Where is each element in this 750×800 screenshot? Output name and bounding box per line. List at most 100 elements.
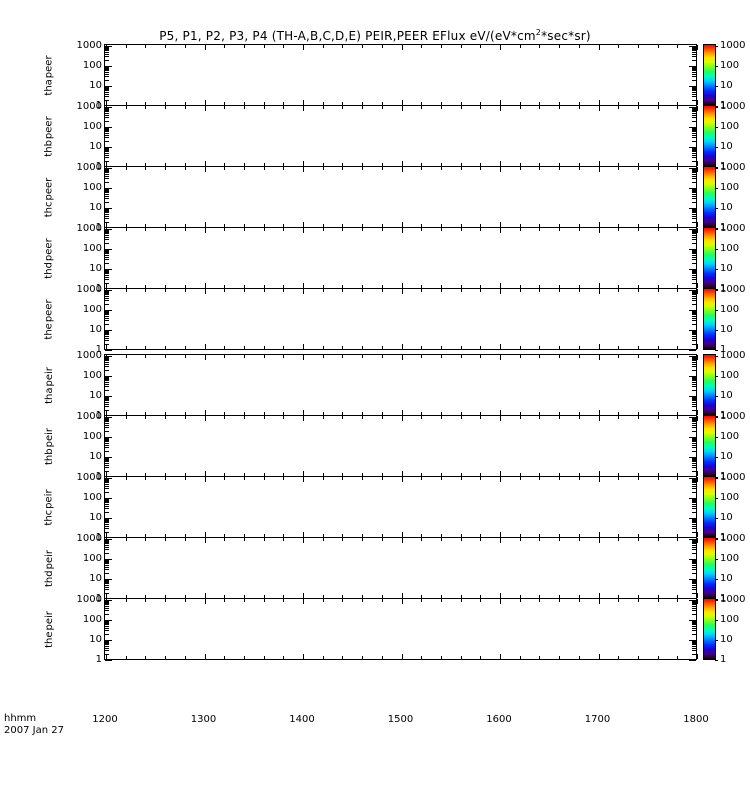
y-tick-minor-right [692, 160, 696, 162]
x-tick-minor [420, 656, 422, 659]
x-tick-minor [263, 106, 265, 109]
x-tick-minor [125, 346, 127, 349]
x-tick-major [204, 289, 206, 294]
y-tick-label: 10 [89, 572, 102, 584]
x-tick-minor [558, 656, 560, 659]
x-tick-minor [223, 538, 225, 541]
x-tick-minor [282, 289, 284, 292]
y-tick-minor [105, 629, 109, 631]
y-tick-minor [105, 401, 109, 403]
x-tick-major [696, 654, 698, 659]
y-tick-minor-right [692, 424, 696, 426]
colorbar-tick [715, 578, 718, 580]
x-tick-minor [637, 534, 639, 537]
y-tick-label: 100 [82, 369, 102, 381]
x-tick-major [499, 538, 501, 543]
x-tick-major [598, 538, 600, 543]
y-tick-major-right [689, 395, 696, 397]
x-tick-minor [538, 163, 540, 166]
y-tick-minor-right [692, 487, 696, 489]
y-tick-major-right [689, 558, 696, 560]
y-tick-minor [105, 319, 109, 321]
x-tick-minor [440, 473, 442, 476]
y-tick-minor [105, 154, 109, 156]
y-tick-label: 1 [95, 99, 102, 111]
x-tick-minor [144, 656, 146, 659]
y-tick-minor [105, 73, 109, 75]
x-tick-minor [637, 224, 639, 227]
y-tick-minor [105, 47, 109, 49]
y-tick-minor-right [692, 566, 696, 568]
x-tick-minor [440, 167, 442, 170]
x-tick-minor [420, 477, 422, 480]
y-tick-minor [105, 633, 109, 635]
x-tick-minor [381, 224, 383, 227]
x-tick-minor [440, 538, 442, 541]
x-tick-minor [479, 102, 481, 105]
y-tick-minor-right [692, 419, 696, 421]
x-tick-minor [223, 285, 225, 288]
y-tick-minor-right [692, 310, 696, 312]
y-tick-minor [105, 79, 109, 81]
colorbar-tick-label: 10 [720, 323, 733, 335]
y-tick-minor-right [692, 339, 696, 341]
x-tick-minor [538, 289, 540, 292]
x-tick-minor [519, 534, 521, 537]
y-tick-major-right [689, 659, 696, 661]
y-tick-minor [105, 564, 109, 566]
x-tick-major [401, 416, 403, 421]
x-tick-major [302, 161, 304, 166]
x-tick-minor [519, 228, 521, 231]
panel-label-line2: peir [43, 427, 55, 447]
x-tick-minor [578, 416, 580, 419]
y-tick-minor-right [692, 359, 696, 361]
y-tick-minor [105, 439, 109, 441]
panel-label-line2: peer [43, 115, 55, 139]
x-tick-minor [144, 106, 146, 109]
y-tick-minor-right [692, 274, 696, 276]
x-tick-minor [125, 224, 127, 227]
colorbar-tick-label: 1000 [720, 161, 746, 173]
x-tick-minor [676, 477, 678, 480]
y-tick-minor [105, 229, 109, 231]
x-tick-major [105, 222, 107, 227]
x-tick-minor [617, 224, 619, 227]
x-tick-minor [637, 595, 639, 598]
colorbar-tick [715, 146, 718, 148]
y-tick-minor [105, 424, 109, 426]
x-tick-major [499, 477, 501, 482]
x-tick-minor [164, 102, 166, 105]
x-axis-caption-line1: hhmm [4, 713, 37, 724]
y-tick-minor [105, 270, 109, 272]
x-tick-minor [223, 473, 225, 476]
colorbar-tick [715, 517, 718, 519]
y-tick-minor-right [692, 562, 696, 564]
x-tick-minor [361, 102, 363, 105]
y-tick-minor-right [692, 582, 696, 584]
x-tick-minor [164, 45, 166, 48]
y-tick-major [105, 228, 112, 230]
x-axis-tick-labels: 1200 1300 1400 1500 1600 1700 1800 [92, 715, 708, 731]
y-tick-minor-right [692, 417, 696, 419]
x-tick-major [105, 593, 107, 598]
x-tick-minor [381, 167, 383, 170]
x-tick-minor [519, 45, 521, 48]
colorbar-tick-label: 100 [720, 491, 740, 503]
y-tick-minor [105, 579, 109, 581]
y-tick-minor [105, 548, 109, 550]
y-tick-minor-right [692, 129, 696, 131]
x-tick-minor [420, 289, 422, 292]
x-tick-major [105, 161, 107, 166]
y-tick-label: 1000 [76, 410, 102, 422]
x-tick-major [696, 161, 698, 166]
x-tick-minor [341, 228, 343, 231]
colorbar-tick [715, 477, 718, 479]
x-tick-minor [144, 163, 146, 166]
y-tick-minor-right [692, 398, 696, 400]
y-tick-minor [105, 173, 109, 175]
y-tick-major [105, 395, 112, 397]
x-tick-minor [617, 285, 619, 288]
x-tick-minor [676, 289, 678, 292]
x-tick-minor [341, 224, 343, 227]
colorbar-tick [715, 85, 718, 87]
